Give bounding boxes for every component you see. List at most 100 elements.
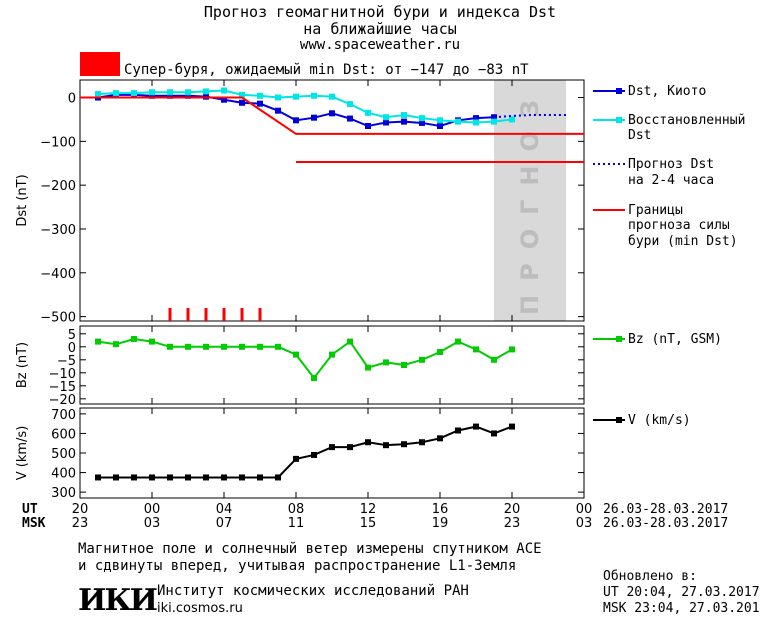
updated-ut: UT 20:04, 27.03.2017 <box>603 585 760 600</box>
page-subtitle: на ближайшие часы <box>303 20 457 38</box>
data-point <box>113 341 119 348</box>
y-axis-label: V (km/s) <box>15 426 30 481</box>
data-point <box>455 427 461 434</box>
data-point <box>293 93 299 100</box>
forecast-label: ПРОГНОЗ <box>516 86 544 315</box>
data-point <box>185 474 191 481</box>
y-tick-label: 700 <box>51 408 76 423</box>
y-tick-label: 0 <box>68 92 76 107</box>
data-point <box>167 92 173 99</box>
data-point <box>347 101 353 108</box>
data-point <box>311 114 317 121</box>
msk-tick-label: 23 <box>72 516 89 530</box>
y-tick-label: −10 <box>49 367 76 382</box>
y-tick-label: 600 <box>51 427 76 442</box>
msk-tick-label: 03 <box>144 516 161 530</box>
y-axis-label: Bz (nT) <box>15 342 30 388</box>
msk-label: MSK <box>22 516 46 531</box>
data-point <box>275 474 281 481</box>
y-tick-label: −20 <box>49 393 76 408</box>
data-point <box>221 87 227 94</box>
legend-bounds-3: бури (min Dst) <box>628 234 738 249</box>
data-point <box>203 474 209 481</box>
data-point <box>257 92 263 99</box>
series-line <box>97 337 513 380</box>
msk-tick-label: 15 <box>360 516 377 530</box>
data-point <box>437 123 443 130</box>
data-point <box>383 119 389 126</box>
data-point <box>365 109 371 116</box>
y-tick-label: 500 <box>51 447 76 462</box>
data-point <box>239 474 245 481</box>
data-point <box>401 441 407 448</box>
data-point <box>509 346 515 353</box>
site-url[interactable]: www.spaceweather.ru <box>299 37 461 53</box>
data-point <box>203 343 209 350</box>
ut-tick-label: 12 <box>360 502 377 517</box>
data-point <box>293 351 299 358</box>
data-point <box>131 474 137 481</box>
data-point <box>113 90 119 97</box>
data-point <box>185 343 191 350</box>
data-point <box>239 99 245 106</box>
data-point <box>275 343 281 350</box>
legend-bounds: Границы <box>628 203 683 218</box>
ut-tick-label: 16 <box>432 502 449 517</box>
updated-msk: MSK 23:04, 27.03.2017 <box>603 601 760 616</box>
data-point <box>365 364 371 371</box>
data-point <box>383 114 389 121</box>
footer-note-2: и сдвинуты вперед, учитывая распростране… <box>78 558 517 574</box>
institute-site[interactable]: iki.cosmos.ru <box>157 601 243 616</box>
data-point <box>419 356 425 363</box>
data-point <box>185 89 191 96</box>
data-point <box>347 444 353 451</box>
y-tick-label: 300 <box>51 486 76 501</box>
data-point <box>455 118 461 125</box>
data-point <box>491 356 497 363</box>
data-point <box>95 91 101 98</box>
msk-tick-label: 19 <box>432 516 449 530</box>
ut-tick-label: 20 <box>72 502 89 517</box>
storm-forecast-text: Супер-буря, ожидаемый min Dst: от −147 д… <box>124 62 529 78</box>
panel-frame <box>79 407 585 499</box>
y-tick-label: 5 <box>68 328 76 343</box>
data-point <box>239 91 245 98</box>
panel-frame <box>79 79 585 322</box>
data-point <box>365 439 371 446</box>
legend-dst-kyoto: Dst, Киото <box>628 84 707 99</box>
y-tick-label: −200 <box>40 179 76 194</box>
legend-forecast-2: на 2-4 часа <box>628 173 715 188</box>
data-point <box>419 115 425 122</box>
ut-tick-label: 08 <box>288 502 305 517</box>
institute-name: Институт космических исследований РАН <box>157 583 469 599</box>
data-point <box>257 474 263 481</box>
iki-logo: ИКИ <box>78 583 158 618</box>
y-tick-label: 400 <box>51 467 76 482</box>
data-point <box>509 423 515 430</box>
data-point <box>419 439 425 446</box>
legend-v: V (km/s) <box>628 413 691 428</box>
data-point <box>383 442 389 449</box>
msk-tick-label: 23 <box>504 516 521 530</box>
y-tick-label: −100 <box>40 135 76 150</box>
data-point <box>257 343 263 350</box>
data-point <box>221 96 227 103</box>
y-tick-label: −15 <box>49 380 76 395</box>
msk-tick-label: 11 <box>288 516 305 530</box>
data-point <box>509 116 515 123</box>
series-line <box>98 425 513 479</box>
data-point <box>383 359 389 366</box>
data-point <box>221 343 227 350</box>
data-point <box>131 336 137 342</box>
msk-date-range: 26.03-28.03.2017 <box>603 516 729 531</box>
page-title: Прогноз геомагнитной бури и индекса Dst <box>203 3 557 21</box>
data-point <box>149 89 155 96</box>
y-tick-label: −500 <box>40 311 76 326</box>
y-tick-label: −300 <box>40 223 76 238</box>
data-point <box>473 115 479 122</box>
data-point <box>455 338 461 345</box>
data-point <box>293 455 299 462</box>
data-point <box>95 474 101 481</box>
data-point <box>401 118 407 125</box>
